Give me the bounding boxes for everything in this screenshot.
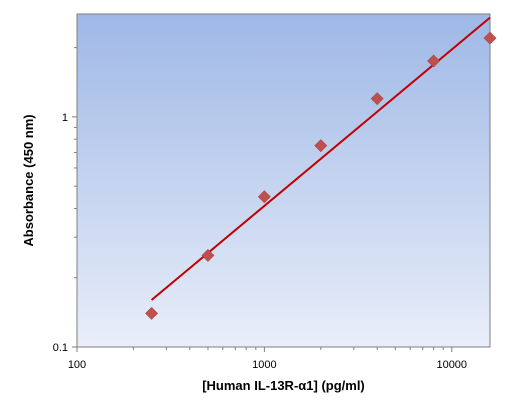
x-tick-label: 10000: [436, 359, 467, 371]
data-point: [314, 139, 328, 153]
data-point: [257, 190, 271, 204]
data-point: [201, 249, 215, 262]
plot-area: [76, 13, 491, 348]
data-point: [145, 306, 158, 320]
y-axis-title: Absorbance (450 nm): [21, 114, 36, 246]
data-point: [427, 54, 441, 68]
data-point: [483, 31, 497, 45]
y-tick-label: 0.1: [53, 342, 68, 354]
y-tick-label: 1: [62, 112, 68, 124]
data-point: [370, 92, 384, 106]
x-axis-title: [Human IL-13R-α1] (pg/ml): [202, 378, 365, 393]
x-tick-label: 1000: [252, 359, 276, 371]
x-tick-label: 100: [68, 359, 86, 371]
